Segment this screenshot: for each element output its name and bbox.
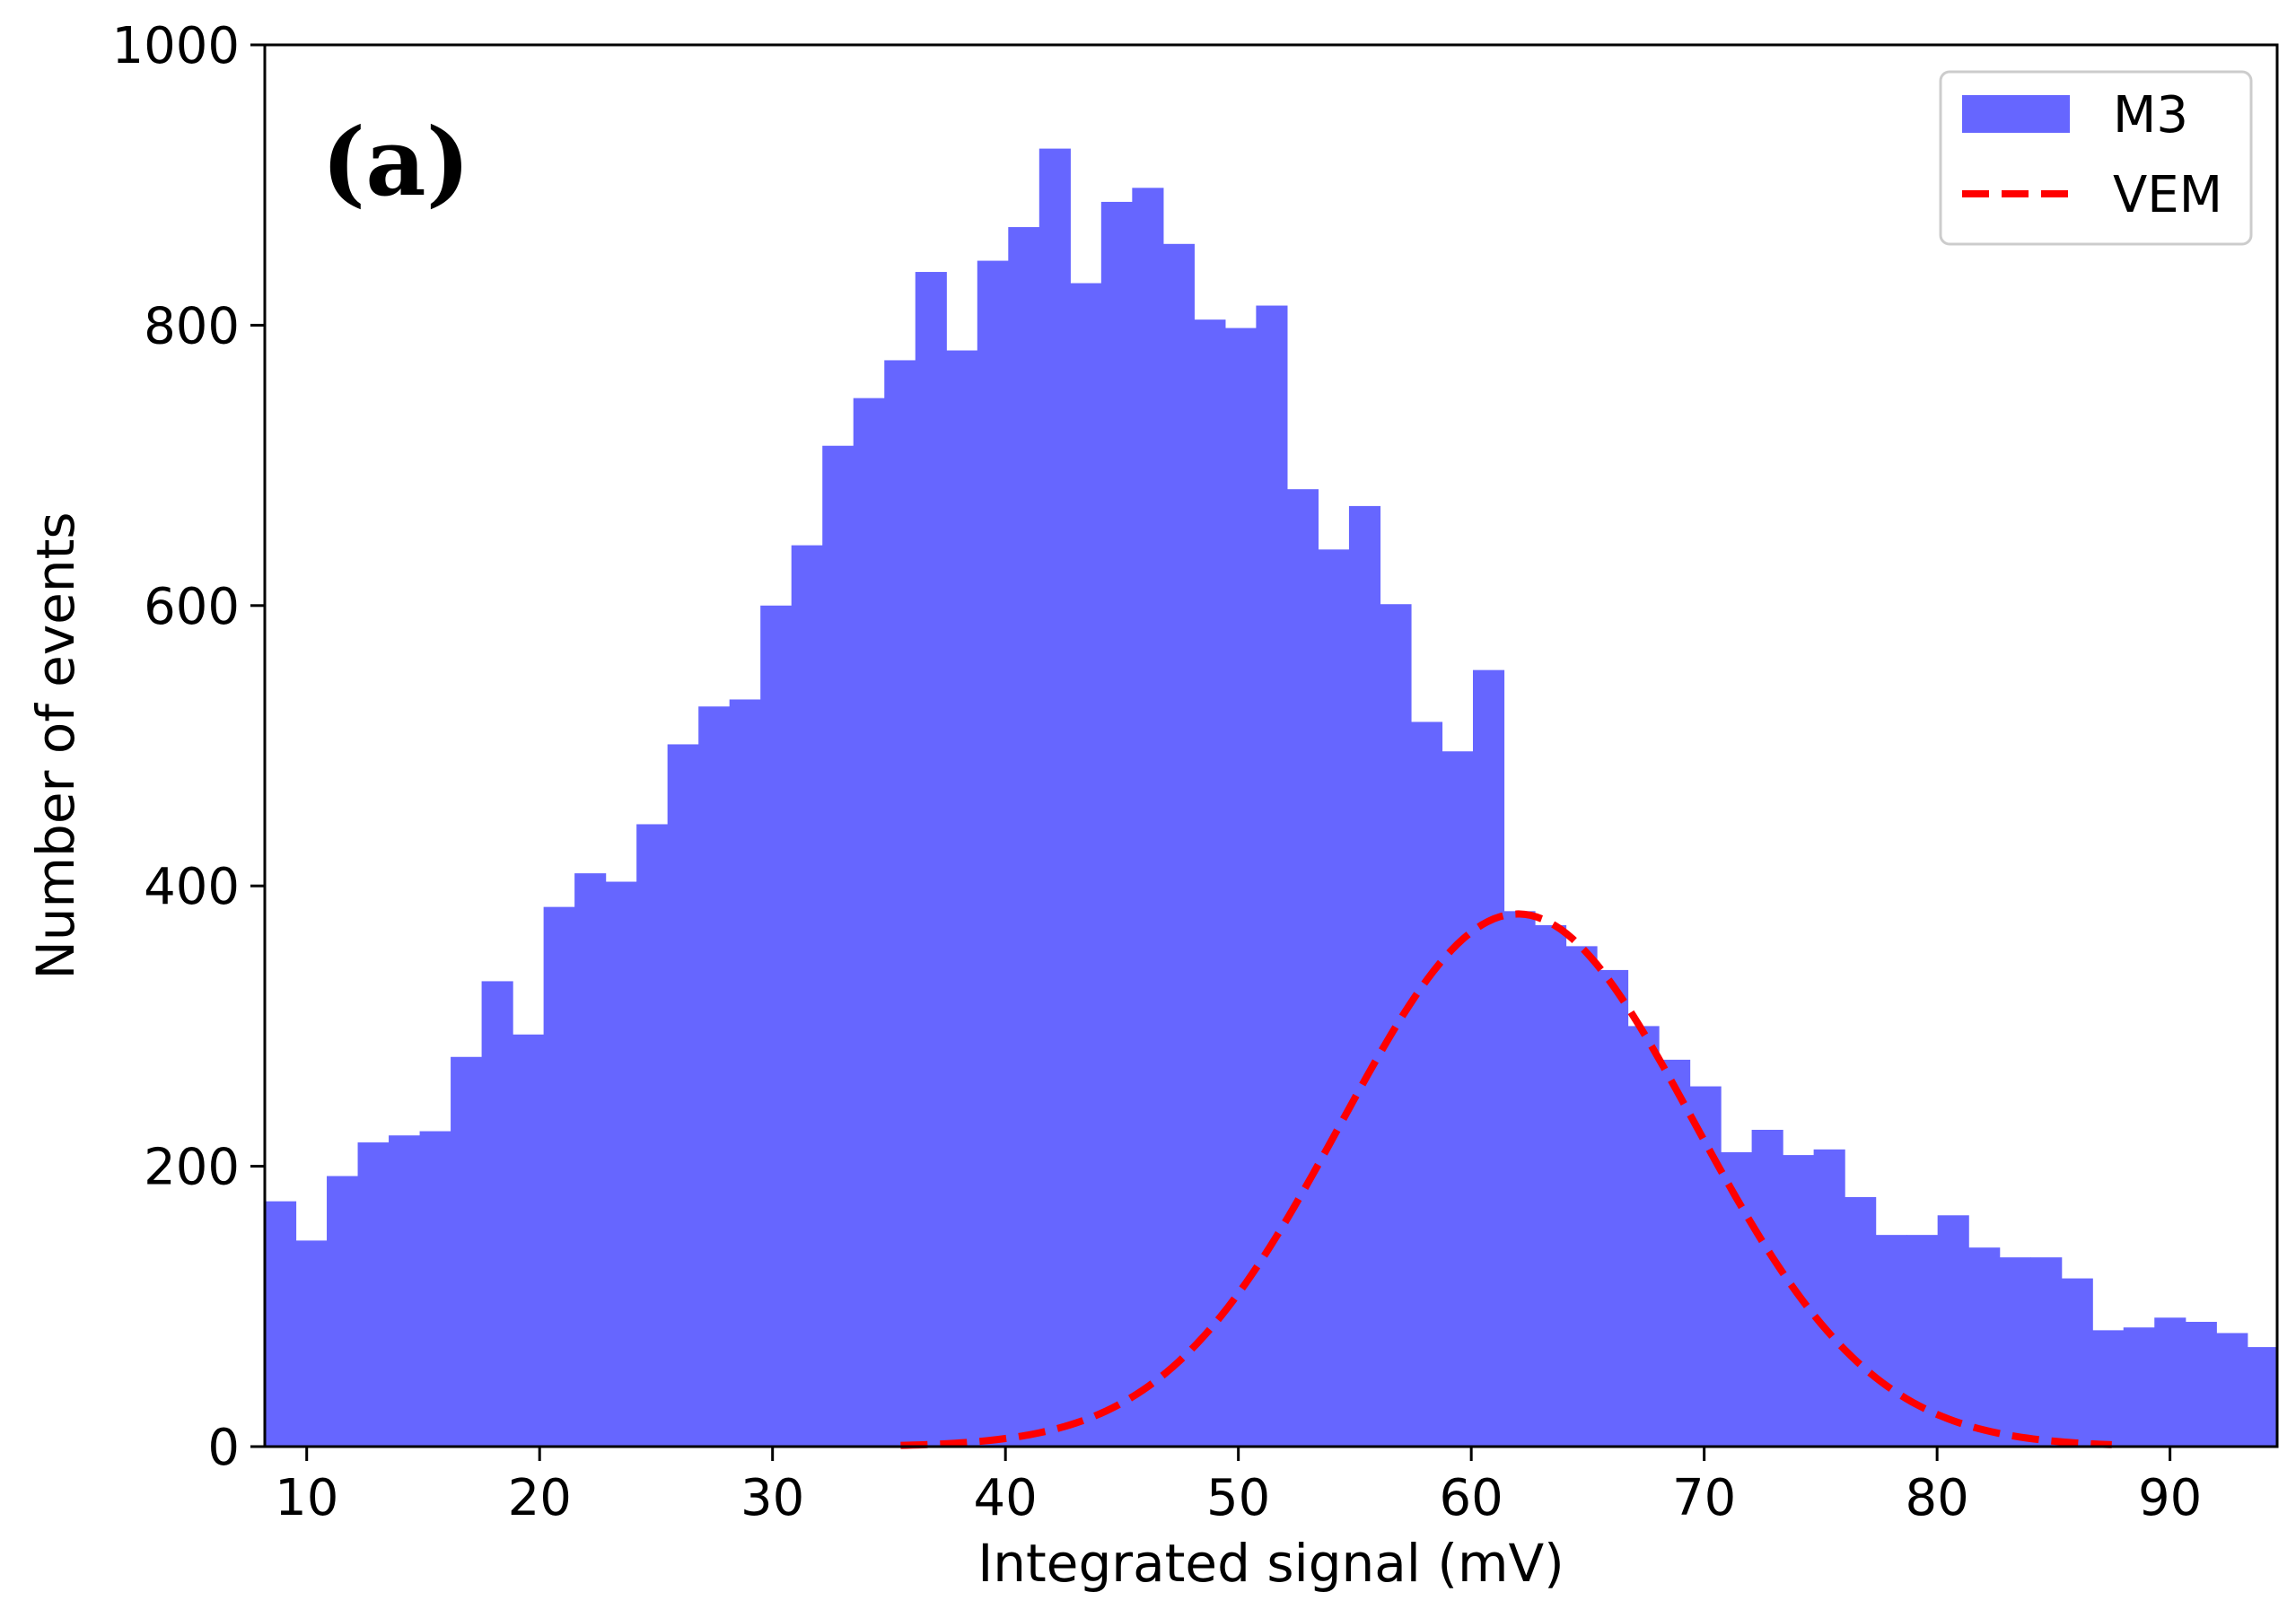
histogram-bar [1968,1247,2001,1447]
histogram-bar [357,1142,390,1447]
histogram-bar [1906,1235,1939,1447]
histogram-bar [2123,1327,2155,1447]
histogram-bar [481,981,513,1447]
histogram-bar [1597,969,1629,1447]
histogram-bars [265,148,2278,1447]
histogram-bar [1565,946,1598,1447]
histogram-bar [636,824,669,1447]
x-tick-label: 70 [1672,1469,1736,1527]
legend-swatch-m3 [1962,95,2070,133]
histogram-bar [1348,505,1381,1447]
histogram-bar [2092,1330,2125,1447]
plot-frame [263,43,2279,1448]
histogram-bar [2030,1257,2063,1447]
histogram-bar [1194,319,1226,1447]
histogram-bar [1100,201,1133,1447]
x-tick-label: 60 [1440,1469,1503,1527]
histogram-bar [1472,669,1505,1447]
histogram-bar [1256,305,1288,1447]
histogram-bar [1318,549,1350,1447]
histogram-bar [513,1034,545,1447]
histogram-bar [1999,1257,2031,1447]
histogram-bar [605,881,637,1447]
y-tick-label: 600 [144,578,240,636]
x-tick-label: 40 [974,1469,1038,1527]
x-tick-label: 20 [508,1469,572,1527]
histogram-bar [1813,1149,1845,1447]
histogram-bar [698,706,731,1447]
histogram-bar [1442,751,1474,1447]
histogram-bar [915,272,947,1447]
histogram-bar [2154,1317,2186,1447]
histogram-bar [327,1176,359,1447]
histogram-bar [667,744,699,1447]
legend: M3 VEM [1939,70,2253,246]
histogram-bar [1410,722,1443,1447]
histogram-bar [1627,1026,1660,1447]
y-tick-label: 1000 [111,17,240,75]
histogram-bar [791,545,823,1447]
y-tick-label: 400 [144,858,240,916]
histogram-bar [1937,1215,1969,1447]
histogram-bar [2247,1347,2278,1447]
histogram-bar [1751,1129,1783,1447]
vem-curve [900,910,2112,1449]
histogram-bar [1503,911,1536,1447]
y-tick-label: 0 [207,1419,240,1477]
histogram-bar [419,1131,451,1447]
histogram-bar [451,1056,483,1447]
histogram-bar [884,360,916,1447]
histogram-bar [2216,1333,2248,1447]
y-axis-ticks: 0 200 400 600 800 1000 [111,17,265,1477]
histogram-bar [2185,1321,2217,1447]
legend-label-vem: VEM [2113,166,2222,224]
y-tick-label: 200 [144,1139,240,1197]
histogram-bar [1286,489,1319,1447]
panel-label: (a) [321,107,470,217]
histogram-bar [1070,283,1102,1447]
x-tick-label: 80 [1906,1469,1969,1527]
histogram-bar [1224,328,1257,1447]
histogram-bar [1380,604,1412,1447]
histogram-bar [946,350,978,1447]
x-tick-label: 30 [741,1469,804,1527]
histogram-bar [265,1201,297,1447]
histogram-bar [1875,1235,1907,1447]
histogram-bar [760,605,793,1447]
y-tick-label: 800 [144,297,240,355]
x-axis-label: Integrated signal (mV) [977,1533,1564,1594]
histogram-bar [543,906,575,1447]
histogram-bar [574,873,607,1447]
histogram-bar [295,1240,328,1447]
histogram-bar [2061,1278,2093,1447]
histogram-bar [1535,924,1567,1447]
histogram-bar [1689,1086,1722,1447]
histogram-bar [822,445,854,1447]
x-tick-label: 10 [275,1469,338,1527]
x-tick-label: 50 [1206,1469,1270,1527]
x-tick-label: 90 [2138,1469,2202,1527]
histogram-bar [977,260,1009,1447]
histogram-bar [1132,188,1164,1447]
histogram-bar [1845,1196,1877,1447]
histogram-bar [729,699,761,1447]
x-axis-ticks: 10 20 30 40 50 60 70 80 90 [275,1447,2202,1527]
histogram-bar [1008,227,1040,1447]
y-axis-label: Number of events [25,512,86,979]
histogram-bar [1162,243,1195,1447]
legend-label-m3: M3 [2113,86,2188,144]
histogram-bar [389,1135,421,1447]
histogram-bar [1038,148,1071,1447]
histogram-bar [1659,1059,1691,1447]
histogram-bar [853,398,885,1447]
